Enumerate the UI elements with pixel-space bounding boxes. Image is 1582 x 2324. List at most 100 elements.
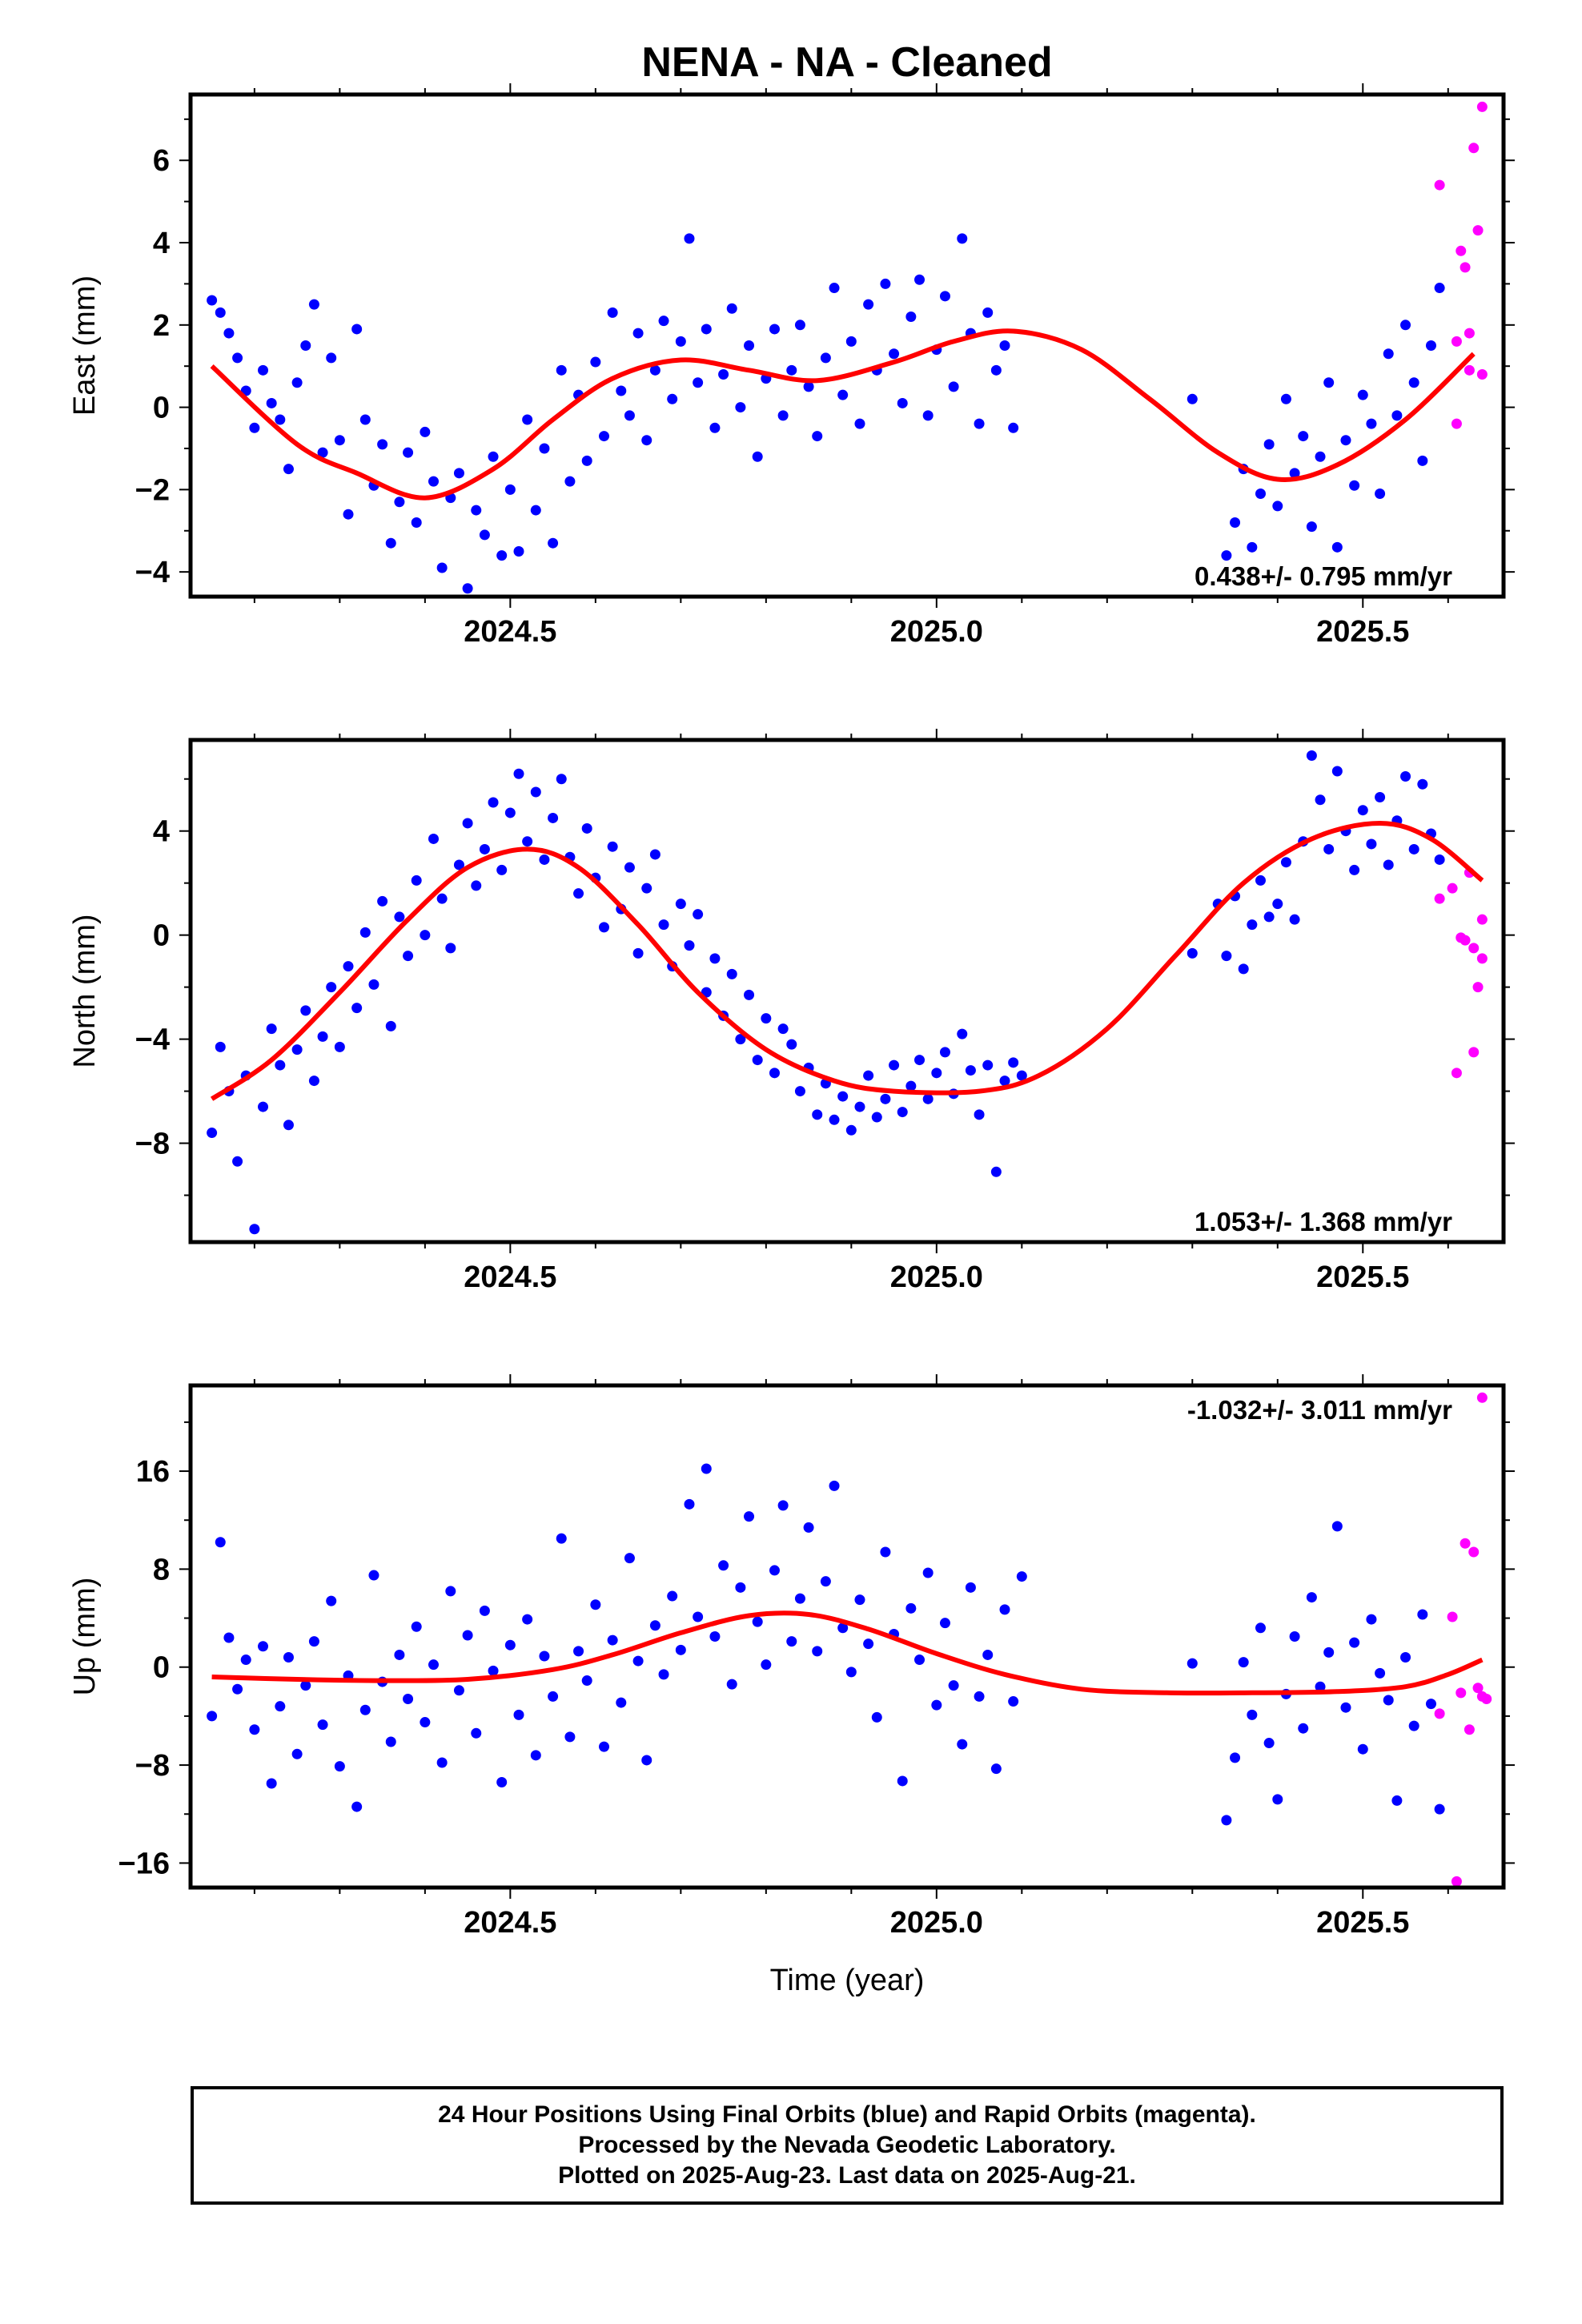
north-final-point [1383, 859, 1394, 870]
up-final-point [564, 1731, 576, 1743]
up-final-point [359, 1704, 371, 1715]
up-rapid-point [1460, 1538, 1471, 1549]
up-rapid-point [1451, 1876, 1462, 1887]
north-final-point [845, 1124, 857, 1136]
north-final-point [735, 1034, 746, 1045]
east-final-point [837, 389, 849, 400]
east-final-point [1331, 541, 1343, 553]
east-final-point [1315, 451, 1326, 462]
east-final-point [504, 484, 516, 495]
up-final-point [445, 1586, 456, 1597]
north-final-point [581, 822, 592, 834]
east-rapid-point [1476, 368, 1488, 380]
north-final-point [658, 919, 669, 931]
up-rapid-point [1447, 1611, 1458, 1622]
east-rapid-point [1468, 143, 1480, 154]
north-final-point [471, 880, 482, 891]
north-y-tick-label: −4 [135, 1023, 170, 1057]
up-final-point [317, 1719, 328, 1731]
up-final-point [829, 1480, 840, 1491]
up-final-point [1247, 1709, 1258, 1720]
north-y-tick-label: −8 [135, 1128, 170, 1161]
north-final-point [266, 1023, 277, 1035]
up-final-point [1230, 1752, 1241, 1763]
north-final-point [453, 859, 464, 870]
north-final-point [445, 943, 456, 954]
east-final-point [1383, 348, 1394, 360]
up-final-point [308, 1636, 319, 1647]
north-final-point [1408, 843, 1419, 854]
east-x-tick-label: 2025.0 [890, 615, 983, 649]
up-final-point [641, 1755, 652, 1766]
up-final-point [820, 1576, 831, 1587]
north-final-point [1016, 1070, 1027, 1081]
east-final-point [488, 451, 499, 462]
up-final-point [334, 1761, 345, 1772]
x-axis-title: Time (year) [770, 1964, 925, 1997]
up-final-point [624, 1553, 635, 1564]
east-rapid-point [1472, 225, 1484, 236]
north-panel: 2024.5 2025.0 2025.5 −8 −4 0 4 North (mm) 1.053+… [68, 729, 1515, 1294]
north-final-point [1255, 875, 1266, 886]
up-final-point [556, 1533, 567, 1544]
east-final-point [317, 447, 328, 458]
north-final-point [1221, 951, 1232, 962]
east-final-point [351, 324, 363, 335]
north-rate-annotation: 1.053+/- 1.368 mm/yr [1195, 1207, 1452, 1236]
east-final-point [453, 468, 464, 479]
up-final-point [845, 1667, 857, 1678]
up-rapid-point [1464, 1724, 1475, 1735]
east-final-point [829, 283, 840, 294]
east-final-point [556, 364, 567, 376]
north-final-point [283, 1120, 294, 1131]
north-rapid-point [1468, 943, 1480, 954]
up-final-point [649, 1620, 661, 1631]
up-final-point [837, 1622, 849, 1634]
north-final-point [1357, 805, 1368, 816]
east-final-point [863, 299, 874, 310]
up-final-point [701, 1463, 712, 1474]
up-final-point [769, 1565, 780, 1576]
up-final-point [581, 1675, 592, 1687]
up-final-point [982, 1649, 994, 1660]
east-final-point [897, 397, 908, 408]
east-y-tick-label: −2 [135, 473, 170, 507]
east-final-point [607, 307, 618, 318]
east-rapid-point [1476, 101, 1488, 112]
east-final-point [922, 410, 934, 421]
up-final-point [249, 1724, 260, 1735]
north-rapid-point [1468, 1047, 1480, 1058]
north-y-axis-title: North (mm) [68, 914, 102, 1068]
up-final-point [880, 1546, 891, 1558]
up-final-point [1016, 1571, 1027, 1582]
east-final-point [590, 356, 601, 368]
east-final-point [889, 348, 900, 360]
east-final-point [1255, 489, 1266, 500]
north-marks [207, 750, 1488, 1235]
north-final-point [573, 888, 584, 899]
north-final-point [982, 1059, 994, 1071]
north-rapid-point [1460, 935, 1471, 946]
east-final-point [564, 476, 576, 487]
east-final-point [957, 233, 968, 244]
north-final-point [744, 989, 755, 1000]
east-final-point [1357, 389, 1368, 400]
east-final-point [1417, 455, 1428, 466]
up-final-point [394, 1649, 405, 1660]
up-final-point [854, 1594, 865, 1606]
up-y-tick-label: 0 [153, 1651, 170, 1685]
east-final-point [675, 336, 686, 347]
up-final-point [326, 1595, 337, 1606]
east-final-point [385, 537, 396, 549]
north-final-point [232, 1156, 243, 1167]
up-final-point [513, 1709, 524, 1720]
up-final-point [1263, 1738, 1275, 1749]
north-final-point [556, 774, 567, 785]
north-final-point [1417, 778, 1428, 790]
east-final-point [479, 529, 490, 541]
up-final-point [863, 1638, 874, 1650]
north-final-point [513, 768, 524, 779]
up-final-point [871, 1711, 882, 1723]
north-x-tick-label: 2024.5 [464, 1261, 556, 1294]
east-final-point [377, 439, 388, 450]
